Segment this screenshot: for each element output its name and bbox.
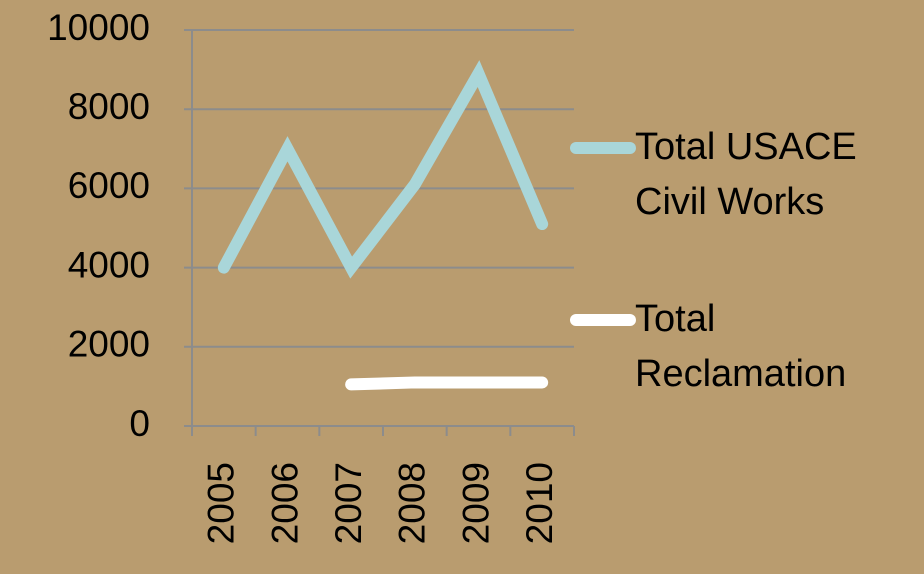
y-tick-label: 6000 [68, 165, 150, 206]
y-tick-label: 4000 [68, 244, 150, 285]
x-tick-label: 2010 [519, 462, 560, 544]
legend-label: Total USACE Civil Works [635, 126, 857, 223]
y-tick-label: 10000 [47, 7, 150, 48]
x-tick-label: 2007 [328, 462, 369, 544]
x-tick-label: 2008 [392, 462, 433, 544]
legend-label: Total Reclamation [635, 298, 847, 395]
y-tick-label: 2000 [68, 324, 150, 365]
x-tick-label: 2009 [455, 462, 496, 544]
x-tick-label: 2006 [264, 462, 305, 544]
y-tick-label: 0 [129, 403, 150, 444]
x-tick-label: 2005 [201, 462, 242, 544]
series-line [217, 60, 549, 279]
y-tick-label: 8000 [68, 86, 150, 127]
series-line [345, 376, 549, 391]
